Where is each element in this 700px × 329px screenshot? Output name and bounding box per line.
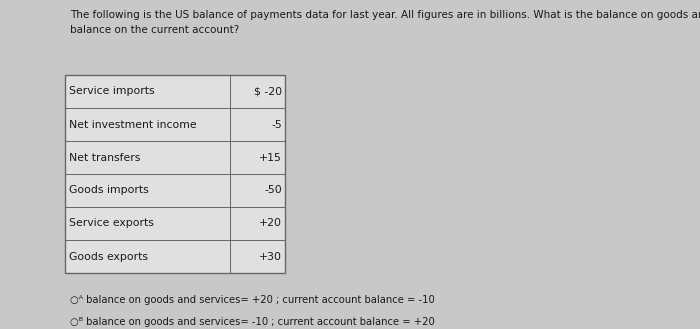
Text: ○ᴬ balance on goods and services= +20 ; current account balance = -10: ○ᴬ balance on goods and services= +20 ; …: [70, 295, 435, 305]
Text: Service imports: Service imports: [69, 87, 155, 96]
Text: balance on the current account?: balance on the current account?: [70, 25, 239, 35]
Text: -5: -5: [272, 119, 282, 130]
Text: -50: -50: [265, 186, 282, 195]
Text: $ -20: $ -20: [254, 87, 282, 96]
Text: Goods exports: Goods exports: [69, 251, 148, 262]
Text: Service exports: Service exports: [69, 218, 154, 229]
Text: The following is the US balance of payments data for last year. All figures are : The following is the US balance of payme…: [70, 10, 700, 20]
Text: Net investment income: Net investment income: [69, 119, 197, 130]
Text: Net transfers: Net transfers: [69, 153, 141, 163]
Text: +20: +20: [259, 218, 282, 229]
Text: Goods imports: Goods imports: [69, 186, 148, 195]
Text: +15: +15: [259, 153, 282, 163]
Text: +30: +30: [259, 251, 282, 262]
Text: ○ᴮ balance on goods and services= -10 ; current account balance = +20: ○ᴮ balance on goods and services= -10 ; …: [70, 317, 435, 327]
